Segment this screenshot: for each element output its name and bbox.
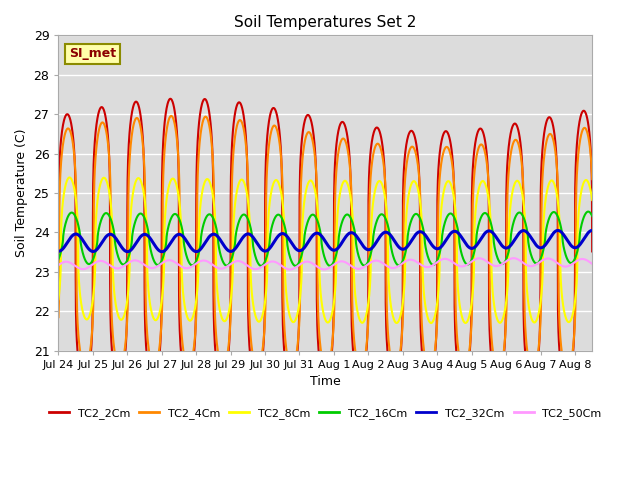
TC2_8Cm <box>405 189 413 195</box>
TC2_16Cm <box>86 261 93 267</box>
TC2_2Cm <box>570 335 578 341</box>
Line: TC2_16Cm: TC2_16Cm <box>58 212 592 266</box>
TC2_50Cm <box>570 260 578 265</box>
Line: TC2_2Cm: TC2_2Cm <box>58 99 592 385</box>
TC2_2Cm <box>86 361 93 367</box>
TC2_4Cm <box>570 335 578 340</box>
TC2_2Cm <box>328 343 336 348</box>
Line: TC2_8Cm: TC2_8Cm <box>58 178 592 323</box>
TC2_50Cm <box>506 256 514 262</box>
TC2_16Cm <box>584 209 592 215</box>
TC2_16Cm <box>405 225 413 231</box>
TC2_2Cm <box>563 382 570 388</box>
TC2_32Cm <box>389 236 397 241</box>
Line: TC2_32Cm: TC2_32Cm <box>58 230 592 252</box>
TC2_16Cm <box>328 261 336 267</box>
TC2_32Cm <box>328 247 336 253</box>
TC2_4Cm <box>563 367 571 373</box>
Legend: TC2_2Cm, TC2_4Cm, TC2_8Cm, TC2_16Cm, TC2_32Cm, TC2_50Cm: TC2_2Cm, TC2_4Cm, TC2_8Cm, TC2_16Cm, TC2… <box>44 404 606 423</box>
TC2_2Cm <box>54 247 62 253</box>
TC2_2Cm <box>166 96 174 102</box>
TC2_32Cm <box>86 247 93 253</box>
TC2_16Cm <box>570 258 577 264</box>
TC2_50Cm <box>405 257 413 263</box>
TC2_2Cm <box>389 379 397 385</box>
TC2_4Cm <box>328 339 336 345</box>
TC2_2Cm <box>506 132 514 138</box>
TC2_8Cm <box>86 312 94 317</box>
TC2_8Cm <box>328 309 336 315</box>
TC2_50Cm <box>588 261 596 267</box>
TC2_4Cm <box>167 113 175 119</box>
TC2_4Cm <box>588 176 596 182</box>
TC2_32Cm <box>570 245 577 251</box>
TC2_8Cm <box>507 202 515 207</box>
TC2_16Cm <box>54 256 62 262</box>
TC2_32Cm <box>506 243 514 249</box>
TC2_8Cm <box>588 197 596 203</box>
TC2_2Cm <box>405 130 413 136</box>
TC2_4Cm <box>86 350 93 356</box>
TC2_32Cm <box>158 249 166 254</box>
TC2_32Cm <box>588 228 596 233</box>
Line: TC2_50Cm: TC2_50Cm <box>58 258 592 269</box>
TC2_8Cm <box>66 175 74 180</box>
TC2_4Cm <box>506 154 514 159</box>
TC2_50Cm <box>86 264 93 269</box>
Y-axis label: Soil Temperature (C): Soil Temperature (C) <box>15 129 28 257</box>
TC2_50Cm <box>389 265 397 271</box>
Text: SI_met: SI_met <box>69 48 116 60</box>
TC2_8Cm <box>54 296 62 302</box>
TC2_32Cm <box>54 248 62 254</box>
Title: Soil Temperatures Set 2: Soil Temperatures Set 2 <box>234 15 417 30</box>
TC2_50Cm <box>509 255 517 261</box>
TC2_50Cm <box>286 266 294 272</box>
TC2_16Cm <box>506 240 514 246</box>
TC2_8Cm <box>570 305 578 311</box>
TC2_8Cm <box>428 320 435 326</box>
TC2_16Cm <box>389 252 397 258</box>
TC2_50Cm <box>328 263 336 269</box>
TC2_4Cm <box>389 363 397 369</box>
TC2_4Cm <box>54 314 62 320</box>
TC2_2Cm <box>588 249 596 254</box>
TC2_8Cm <box>389 313 397 319</box>
TC2_16Cm <box>292 263 300 269</box>
Line: TC2_4Cm: TC2_4Cm <box>58 116 592 370</box>
TC2_32Cm <box>405 241 413 247</box>
TC2_16Cm <box>588 213 596 219</box>
TC2_4Cm <box>405 148 413 154</box>
X-axis label: Time: Time <box>310 375 340 388</box>
TC2_50Cm <box>54 262 62 268</box>
